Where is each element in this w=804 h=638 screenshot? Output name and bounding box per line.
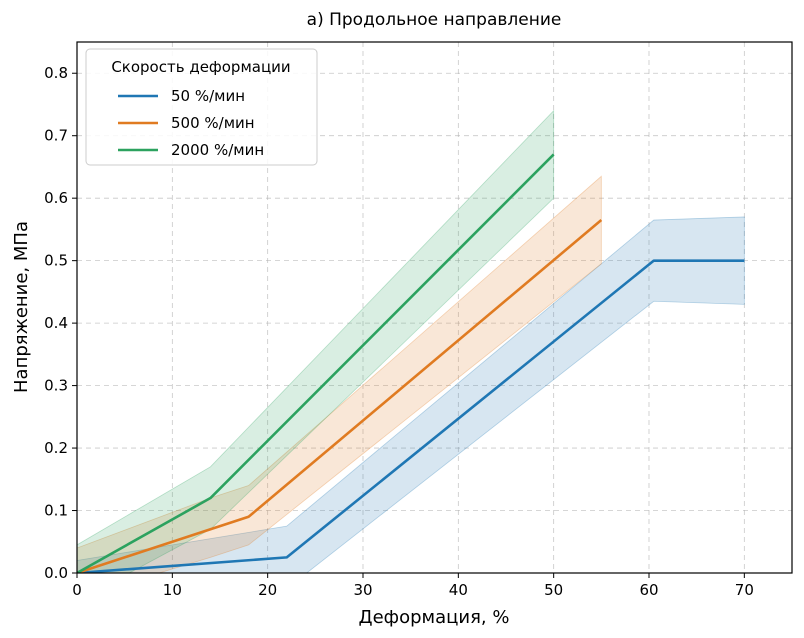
legend-label-series-0: 50 %/мин <box>171 87 245 105</box>
y-tick-label: 0.2 <box>44 439 68 457</box>
y-tick-label: 0.6 <box>44 189 68 207</box>
x-tick-label: 20 <box>258 581 277 599</box>
x-tick-label: 70 <box>735 581 754 599</box>
y-tick-label: 0.4 <box>44 314 68 332</box>
legend-title: Скорость деформации <box>111 58 290 76</box>
series-lines <box>77 153 745 573</box>
confidence-band-series-2 <box>77 109 555 573</box>
x-tick-label: 60 <box>639 581 658 599</box>
axis-ticks: 0 10 20 30 40 50 60 70 0.0 0.1 0.2 0.3 0.4 0.5 0.6 0.7 0… <box>44 64 754 599</box>
y-tick-label: 0.1 <box>44 502 68 520</box>
series-line-0 <box>77 259 745 573</box>
chart-title: а) Продольное направление <box>307 10 562 30</box>
y-tick-label: 0.8 <box>44 64 68 82</box>
confidence-bands <box>77 109 745 573</box>
legend: Скорость деформации 50 %/мин 500 %/мин 200… <box>85 48 318 166</box>
series-line-1 <box>77 219 603 573</box>
y-tick-label: 0.0 <box>44 564 68 582</box>
y-tick-label: 0.5 <box>44 252 68 270</box>
x-tick-label: 30 <box>353 581 372 599</box>
x-tick-label: 10 <box>163 581 182 599</box>
x-tick-label: 50 <box>544 581 563 599</box>
x-tick-label: 0 <box>72 581 82 599</box>
x-tick-label: 40 <box>449 581 468 599</box>
plot-frame <box>76 41 793 574</box>
legend-label-series-2: 2000 %/мин <box>171 141 264 159</box>
y-axis-label: Напряжение, МПа <box>11 221 32 393</box>
x-axis-label: Деформация, % <box>359 607 510 628</box>
y-tick-label: 0.7 <box>44 127 68 145</box>
y-tick-label: 0.3 <box>44 377 68 395</box>
legend-label-series-1: 500 %/мин <box>171 114 255 132</box>
legend-box <box>85 48 318 166</box>
confidence-band-series-1 <box>77 175 602 573</box>
confidence-band-series-0 <box>77 216 745 573</box>
series-line-2 <box>77 153 555 573</box>
